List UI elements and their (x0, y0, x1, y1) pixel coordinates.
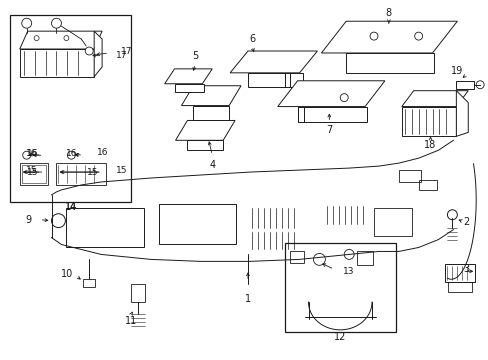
Circle shape (344, 249, 353, 260)
Bar (398, 170, 420, 182)
Text: 4: 4 (209, 160, 215, 170)
Polygon shape (346, 53, 433, 73)
Circle shape (22, 151, 31, 159)
Text: 10: 10 (61, 269, 73, 279)
Text: 11: 11 (124, 316, 137, 326)
Text: 7: 7 (325, 125, 332, 135)
Polygon shape (94, 31, 102, 77)
Circle shape (414, 32, 422, 40)
Circle shape (447, 210, 456, 220)
Circle shape (85, 47, 93, 55)
Text: 18: 18 (424, 140, 436, 150)
Bar (56, 163, 106, 185)
Polygon shape (230, 51, 317, 73)
Circle shape (67, 151, 75, 159)
Bar (356, 251, 372, 265)
Bar (10, 15, 131, 202)
Text: 16: 16 (66, 149, 77, 158)
Circle shape (369, 32, 377, 40)
Polygon shape (455, 91, 468, 136)
Polygon shape (20, 31, 102, 49)
Text: 17: 17 (116, 51, 127, 60)
Bar (373, 208, 411, 235)
Text: 17: 17 (121, 46, 132, 55)
Bar (131, 284, 144, 302)
Polygon shape (297, 107, 366, 122)
Polygon shape (401, 107, 455, 136)
Bar (20, 163, 47, 185)
Text: 6: 6 (248, 34, 254, 44)
Circle shape (34, 36, 39, 41)
Polygon shape (181, 86, 241, 105)
Circle shape (21, 18, 32, 28)
Text: 5: 5 (192, 51, 198, 61)
Text: 14: 14 (65, 202, 77, 212)
Text: 16: 16 (97, 148, 108, 157)
Text: 13: 13 (343, 267, 354, 276)
Bar (445, 264, 474, 282)
Circle shape (51, 214, 65, 228)
Polygon shape (193, 105, 229, 121)
Text: 16: 16 (27, 149, 39, 158)
Circle shape (51, 18, 61, 28)
Text: 12: 12 (333, 332, 346, 342)
Polygon shape (20, 49, 94, 77)
Bar (447, 282, 471, 292)
Text: 14: 14 (65, 202, 77, 212)
Text: 16: 16 (26, 149, 38, 158)
Polygon shape (187, 140, 223, 150)
Text: 19: 19 (450, 66, 463, 76)
Polygon shape (277, 81, 384, 107)
Bar (66, 208, 143, 247)
Text: 15: 15 (26, 166, 38, 175)
Polygon shape (164, 69, 212, 84)
Bar (289, 251, 303, 264)
Text: 3: 3 (462, 264, 468, 274)
Text: 9: 9 (25, 215, 32, 225)
Polygon shape (321, 21, 456, 53)
Bar (284, 243, 395, 332)
Text: 15: 15 (116, 166, 127, 175)
Bar (418, 180, 436, 190)
Circle shape (340, 94, 347, 102)
Circle shape (313, 253, 325, 265)
Bar (83, 279, 95, 287)
Text: 8: 8 (385, 8, 391, 18)
Polygon shape (247, 73, 302, 87)
Bar (455, 81, 473, 89)
Circle shape (475, 81, 483, 89)
Text: 2: 2 (462, 217, 468, 227)
Text: 15: 15 (86, 167, 98, 176)
Bar (158, 204, 236, 243)
Polygon shape (174, 84, 204, 92)
Circle shape (64, 36, 69, 41)
Bar (21, 165, 45, 183)
Text: 15: 15 (27, 167, 39, 176)
Polygon shape (175, 121, 235, 140)
Text: 1: 1 (244, 294, 250, 304)
Polygon shape (401, 91, 468, 107)
